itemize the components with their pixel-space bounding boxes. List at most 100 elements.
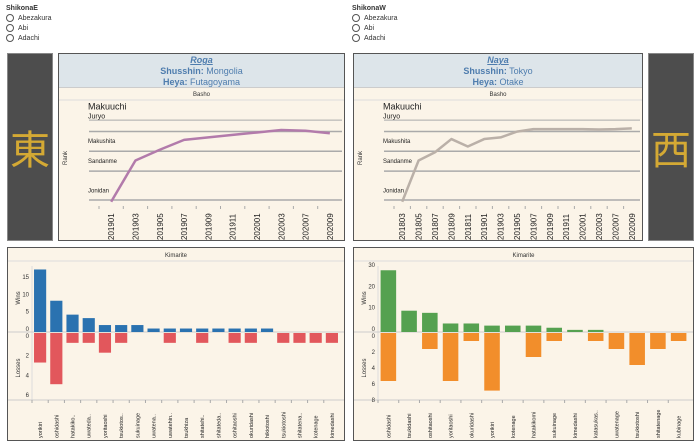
loss-bar	[608, 333, 625, 349]
category-label: kotenage	[511, 415, 517, 438]
east-banner: 東	[7, 53, 53, 241]
loss-bar	[670, 333, 687, 341]
win-bar	[82, 318, 95, 332]
category-label: yorikiri	[38, 422, 44, 438]
category-label: kubinage	[677, 416, 683, 438]
west-kimarite-panel: Kimarite Wins Losses 0 10 20 30 0 2 4 6 8 oshidashi t…	[353, 247, 694, 441]
wins-tick-label: 15	[22, 275, 29, 281]
loss-bar	[484, 333, 500, 391]
x-tick-label: 202007	[611, 213, 620, 240]
win-bar	[98, 325, 112, 332]
category-label: tsukiotoshi	[635, 412, 641, 438]
x-tick-label: 201901	[107, 213, 116, 240]
win-bar	[131, 325, 144, 332]
loss-bar	[463, 333, 480, 341]
rank-label-makushita: Makushita	[88, 139, 116, 145]
rikishi-info: Naya Shusshin: Tokyo Heya: Otake	[354, 54, 642, 88]
radio-label: Adachi	[364, 34, 386, 42]
rank-line	[401, 127, 632, 203]
category-label: okuridashi	[249, 413, 255, 438]
radio-option[interactable]: Adachi	[352, 33, 397, 43]
x-tick-label: 201907	[180, 213, 189, 240]
win-bar	[147, 328, 160, 332]
east-rank-panel: Roga Shusshin: Mongolia Heya: Futagoyama…	[58, 53, 345, 241]
selector-title: ShikonaE	[6, 5, 38, 12]
radio-button[interactable]	[6, 24, 14, 32]
x-tick-label: 201903	[131, 213, 140, 240]
category-label: hatakikomi	[532, 412, 538, 438]
loss-bar	[66, 333, 79, 343]
win-bar	[463, 323, 480, 332]
rank-label-makushita: Makushita	[383, 139, 411, 145]
wins-tick-label: 10	[22, 292, 29, 298]
category-label: uwatehin..	[168, 412, 174, 438]
east-kimarite-chart: Kimarite Wins Losses 0 5 10 15 0 2 4 6 yorikiri oshi…	[8, 253, 344, 438]
radio-button[interactable]	[352, 24, 360, 32]
x-tick-label: 202001	[253, 213, 262, 240]
radio-button[interactable]	[352, 34, 360, 42]
radio-button[interactable]	[6, 14, 14, 22]
category-label: oshidashi	[54, 415, 60, 438]
x-tick-label: 202003	[595, 213, 604, 240]
wins-label: Wins	[362, 291, 368, 304]
losses-tick-label: 8	[372, 398, 376, 404]
category-label: okuridashi	[469, 413, 475, 438]
radio-option[interactable]: Abi	[352, 23, 397, 33]
rank-label-juryo: Juryo	[88, 113, 105, 120]
loss-bar	[50, 333, 63, 385]
rikishi-name[interactable]: Roga	[190, 55, 213, 65]
category-label: tsukhiza	[184, 417, 190, 438]
losses-tick-label: 0	[372, 334, 376, 340]
radio-button[interactable]	[6, 34, 14, 42]
wins-tick-label: 20	[368, 284, 375, 290]
loss-bar	[546, 333, 563, 341]
east-rank-chart: Basho Rank Makuuchi Juryo Makushita Sandanme J…	[59, 92, 344, 240]
win-bar	[442, 323, 459, 332]
east-kanji: 東	[10, 128, 50, 174]
rikishi-name[interactable]: Naya	[487, 55, 509, 65]
losses-tick-label: 4	[372, 366, 376, 372]
category-label: yorikiri	[490, 422, 496, 438]
y-axis-label: Rank	[63, 150, 69, 165]
category-label: shitatenage	[656, 410, 662, 438]
radio-button[interactable]	[352, 14, 360, 22]
category-label: yoritaoshi	[103, 414, 109, 438]
west-rank-panel: Naya Shusshin: Tokyo Heya: Otake Basho Ra…	[353, 53, 643, 241]
loss-bar	[325, 333, 338, 343]
category-label: tsukiotoshi	[281, 412, 287, 438]
rank-line	[110, 128, 330, 203]
wins-label: Wins	[16, 291, 22, 304]
win-bar	[504, 325, 521, 332]
shikona-east-selector: ShikonaE Abezakura Abi Adachi	[6, 5, 51, 43]
category-label: hikiotoshi	[265, 415, 271, 438]
radio-option[interactable]: Abezakura	[352, 13, 397, 23]
radio-option[interactable]: Abi	[6, 23, 51, 33]
x-tick-label: 201811	[464, 213, 473, 240]
heya-label: Heya:	[472, 77, 497, 87]
heya-value: Futagoyama	[190, 77, 241, 87]
loss-bar	[380, 333, 397, 381]
rank-label-sandanme: Sandanme	[383, 159, 413, 165]
win-bar	[196, 328, 209, 332]
wins-tick-label: 0	[26, 327, 30, 333]
x-tick-label: 201903	[497, 213, 506, 240]
x-tick-label: 201803	[398, 213, 407, 240]
loss-bar	[163, 333, 176, 343]
win-bar	[546, 327, 563, 332]
rikishi-info: Roga Shusshin: Mongolia Heya: Futagoyama	[59, 54, 344, 88]
y-axis-label: Rank	[358, 150, 364, 165]
loss-bar	[277, 333, 290, 343]
losses-tick-label: 6	[372, 382, 376, 388]
rank-label-jonidan: Jonidan	[383, 189, 404, 195]
category-label: shitateda..	[216, 412, 222, 438]
category-label: sukuinage	[135, 413, 141, 438]
loss-bar	[82, 333, 95, 343]
loss-bar	[98, 333, 112, 353]
losses-tick-label: 4	[26, 373, 30, 379]
radio-option[interactable]: Abezakura	[6, 13, 51, 23]
wins-tick-label: 0	[372, 327, 376, 333]
radio-option[interactable]: Adachi	[6, 33, 51, 43]
losses-tick-label: 0	[26, 334, 30, 340]
loss-bar	[650, 333, 666, 349]
category-label: shitatehi..	[200, 414, 206, 438]
